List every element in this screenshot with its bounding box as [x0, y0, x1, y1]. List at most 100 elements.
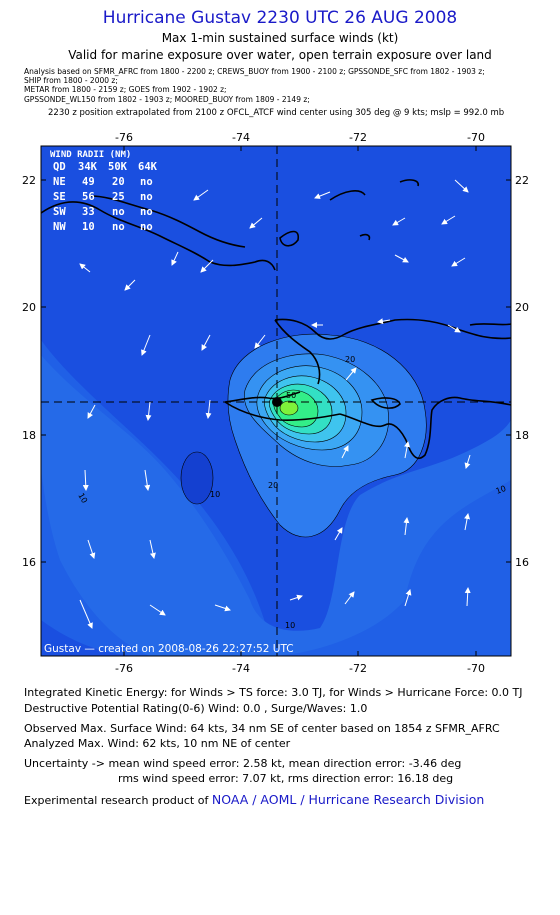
- wind-arrow: [149, 539, 156, 559]
- tick-marks: [41, 146, 511, 656]
- coast-hispaniola-north: [274, 318, 512, 340]
- wind-arrow: [87, 404, 96, 419]
- wind-arrow: [464, 454, 471, 469]
- wind-arrow: [144, 469, 151, 491]
- wind-arrow: [249, 217, 263, 229]
- wind-arrow: [341, 445, 349, 459]
- wind-arrow: [214, 604, 231, 612]
- wind-arrow: [404, 589, 412, 607]
- coast-island: [279, 230, 300, 247]
- wind-arrow: [447, 324, 461, 333]
- wind-arrow: [451, 257, 466, 267]
- lon-tick-label: -72: [349, 131, 367, 144]
- analysis-source-line: SHIP from 1800 - 2000 z;: [24, 76, 118, 85]
- dpr-line: Destructive Potential Rating(0-6) Wind: …: [24, 702, 368, 715]
- coast-haiti-sw-south: [224, 401, 341, 421]
- lat-tick-label: 20: [515, 301, 529, 314]
- wind-radii-cell: 49: [82, 176, 95, 188]
- wind-radii-cell: no: [140, 191, 153, 203]
- wind-contour-60kt: [279, 400, 299, 416]
- wind-arrow: [404, 441, 411, 459]
- wind-radii-cell: 25: [112, 191, 125, 203]
- coast-cuba: [40, 201, 276, 271]
- map-subtitle: Max 1-min sustained surface winds (kt): [161, 31, 399, 45]
- wind-radii-cell: NE: [53, 176, 66, 188]
- plot-frame: [40, 145, 512, 657]
- lat-tick-label: 20: [22, 301, 36, 314]
- lon-tick-label: -74: [232, 662, 250, 675]
- credit-line: Experimental research product of NOAA / …: [24, 792, 484, 807]
- lat-tick-label: 22: [22, 174, 36, 187]
- wind-arrow: [454, 179, 469, 193]
- wind-arrow: [345, 367, 357, 381]
- wind-arrow: [314, 191, 331, 199]
- wind-radii-cell: 56: [82, 191, 95, 203]
- analysis-source-line: METAR from 1800 - 2159 z; GOES from 1902…: [24, 85, 227, 94]
- lon-tick-label: -72: [349, 662, 367, 675]
- wind-radii-cell: NW: [53, 221, 66, 233]
- wind-radii-cell: no: [112, 221, 125, 233]
- contour-label: 20: [345, 355, 355, 364]
- contour-label: 10: [76, 492, 89, 505]
- lon-tick-label: -76: [115, 131, 133, 144]
- wind-arrow: [79, 599, 93, 629]
- contour-label: 10: [285, 621, 295, 630]
- wind-radii-cell: 33: [82, 206, 95, 218]
- contour-label: 20: [268, 481, 278, 490]
- credit-prefix: Experimental research product of: [24, 794, 209, 807]
- wind-radii-title: WIND RADII (NM): [50, 150, 131, 160]
- wind-radii-header-qd: QD: [53, 161, 66, 173]
- lon-tick-label: -74: [232, 131, 250, 144]
- wind-arrow: [145, 401, 152, 421]
- coast-island: [399, 179, 420, 187]
- wind-arrow: [392, 217, 406, 226]
- coast-island: [329, 190, 366, 201]
- wind-arrow: [82, 469, 89, 491]
- wind-arrows: [79, 179, 471, 629]
- observed-max-line: Observed Max. Surface Wind: 64 kts, 34 n…: [24, 722, 500, 735]
- wind-radii-cell: no: [112, 206, 125, 218]
- wind-arrow: [205, 399, 212, 419]
- coast-island: [359, 233, 371, 241]
- analysis-source-line: GPSSONDE_WL150 from 1802 - 1903 z; MOORE…: [24, 95, 310, 104]
- hrd-link[interactable]: NOAA / AOML / Hurricane Research Divisio…: [211, 792, 485, 807]
- wind-radii-cell: no: [140, 221, 153, 233]
- wind-band-outer: [41, 355, 511, 656]
- lat-tick-label: 22: [515, 174, 529, 187]
- uncertainty-line-2: rms wind speed error: 7.07 kt, rms direc…: [118, 772, 454, 785]
- coastlines: [40, 179, 512, 460]
- wind-radii-cell: SE: [53, 191, 66, 203]
- wind-arrow: [141, 334, 151, 356]
- lat-tick-label: 16: [515, 556, 529, 569]
- lat-tick-label: 18: [22, 429, 36, 442]
- contour-label: 10: [210, 490, 220, 499]
- wind-arrow: [464, 513, 471, 531]
- plot-area: 20 10 10 10 10 20 50: [40, 145, 512, 657]
- wind-arrow: [200, 259, 214, 273]
- wind-arrow: [193, 189, 209, 201]
- validity-note: Valid for marine exposure over water, op…: [68, 48, 492, 62]
- wind-arrow: [201, 334, 211, 351]
- coast-haiti-sw-north: [224, 391, 301, 403]
- wind-radii-header-34k: 34K: [78, 161, 98, 173]
- wind-arrow: [441, 215, 456, 225]
- coast-hispaniola-south: [339, 396, 512, 460]
- wind-arrow: [254, 334, 266, 349]
- map-footer: Gustav — created on 2008-08-26 22:27:52 …: [44, 643, 294, 655]
- wind-radii-cell: 20: [112, 176, 125, 188]
- wind-map: -76 -74 -72 -70 20 10 10 10 10 20 50: [22, 131, 529, 675]
- lat-tick-label: 18: [515, 429, 529, 442]
- wind-arrow: [334, 527, 343, 541]
- lon-tick-label: -76: [115, 662, 133, 675]
- lon-tick-label: -70: [467, 131, 485, 144]
- wind-arrow: [87, 539, 96, 559]
- wind-arrow: [124, 279, 136, 291]
- coast-cuba-north: [89, 195, 246, 248]
- wind-radii-cell: SW: [53, 206, 66, 218]
- storm-center-marker: [272, 397, 282, 407]
- wind-arrow: [149, 604, 166, 616]
- analyzed-max-line: Analyzed Max. Wind: 62 kts, 10 nm NE of …: [24, 737, 291, 750]
- wind-radii-cell: no: [140, 206, 153, 218]
- extrapolation-note: 2230 z position extrapolated from 2100 z…: [48, 108, 505, 118]
- wind-arrow: [289, 594, 303, 601]
